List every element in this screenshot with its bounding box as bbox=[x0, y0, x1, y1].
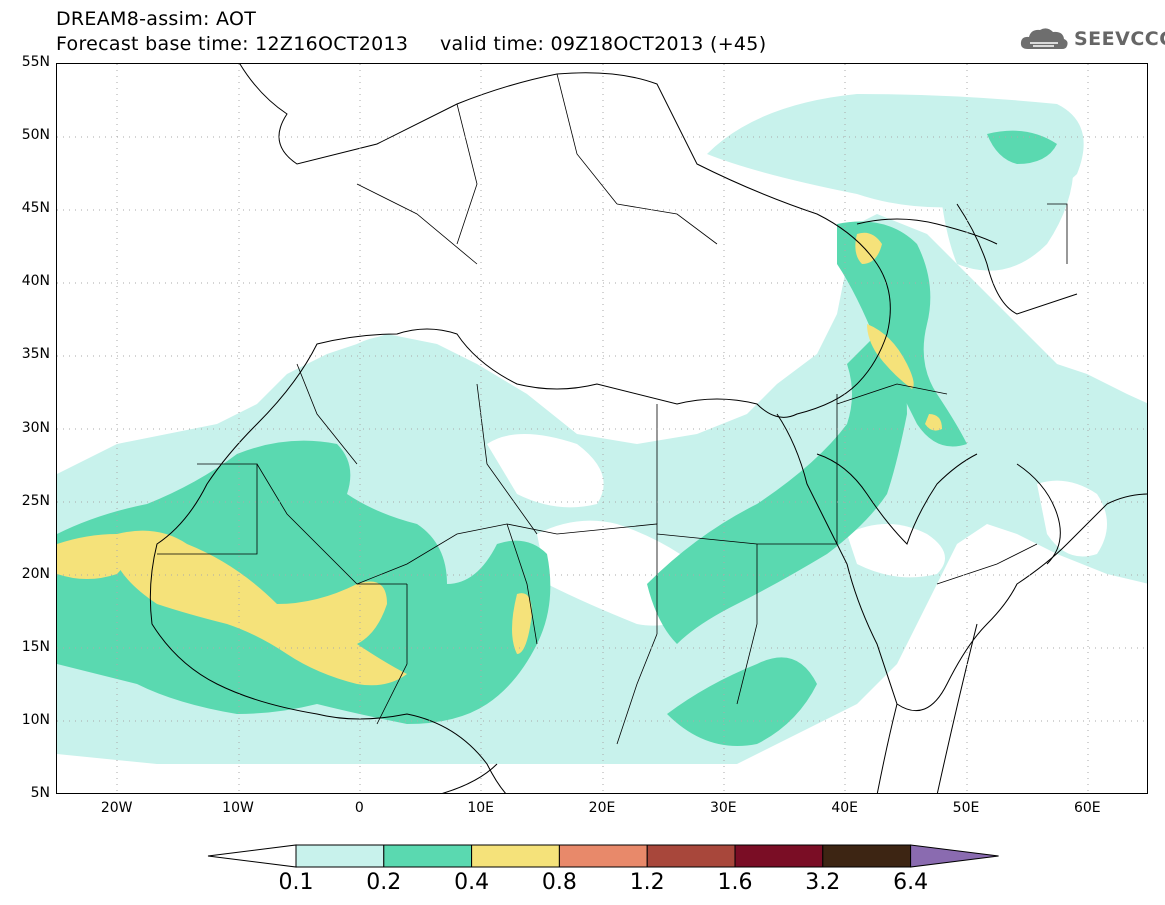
lon-label: 60E bbox=[1073, 800, 1101, 816]
colorbar-swatch bbox=[383, 844, 473, 868]
lat-label: 50N bbox=[21, 127, 50, 144]
lon-label: 0 bbox=[354, 800, 364, 816]
lat-label: 40N bbox=[21, 273, 50, 290]
colorbar-tick-label: 1.6 bbox=[717, 870, 753, 895]
seevccc-logo: SEEVCCC bbox=[1018, 24, 1165, 54]
lat-label: 55N bbox=[21, 54, 50, 70]
cloud-icon bbox=[1020, 28, 1068, 49]
aot-gap-regions bbox=[487, 434, 1107, 626]
lat-label: 35N bbox=[21, 346, 50, 363]
map-title: DREAM8-assim: AOT bbox=[56, 8, 257, 30]
lat-label: 45N bbox=[21, 200, 50, 217]
lon-label: 30E bbox=[709, 800, 737, 816]
lat-label: 30N bbox=[21, 419, 50, 436]
aot-level-0.4 bbox=[57, 232, 942, 686]
colorbar-tick-label: 0.1 bbox=[278, 870, 314, 895]
coastlines bbox=[149, 64, 1147, 793]
aot-level-0.2 bbox=[57, 130, 1057, 746]
lat-label: 20N bbox=[21, 565, 50, 582]
colorbar-swatch bbox=[558, 844, 648, 868]
colorbar-tick-label: 0.8 bbox=[541, 870, 577, 895]
colorbar-swatch bbox=[646, 844, 736, 868]
colorbar-swatch bbox=[471, 844, 560, 868]
lon-label: 20W bbox=[100, 800, 133, 816]
colorbar-max-arrow bbox=[910, 844, 999, 868]
grid-lines bbox=[57, 64, 1147, 793]
forecast-time-subtitle: Forecast base time: 12Z16OCT2013 valid t… bbox=[56, 33, 767, 55]
lat-label: 5N bbox=[30, 785, 50, 801]
colorbar-swatch bbox=[734, 844, 824, 868]
colorbar-tick-label: 3.2 bbox=[805, 870, 841, 895]
lat-label: 10N bbox=[21, 711, 50, 728]
colorbar-swatch bbox=[822, 844, 912, 868]
lat-label: 25N bbox=[21, 492, 50, 509]
lon-label: 50E bbox=[952, 800, 980, 816]
colorbar-tick-label: 0.4 bbox=[454, 870, 490, 895]
lat-label: 15N bbox=[21, 638, 50, 655]
lon-label: 40E bbox=[831, 800, 858, 816]
lon-label: 10E bbox=[467, 800, 494, 816]
country-borders bbox=[157, 73, 1068, 745]
colorbar-swatch bbox=[295, 844, 385, 868]
colorbar-tick-label: 1.2 bbox=[629, 870, 665, 895]
lon-label: 10W bbox=[222, 800, 254, 816]
map-plot-area bbox=[56, 63, 1148, 794]
colorbar-tick-label: 6.4 bbox=[893, 870, 929, 895]
lon-label: 20E bbox=[588, 800, 616, 816]
colorbar-tick-label: 0.2 bbox=[366, 870, 402, 895]
logo-text: SEEVCCC bbox=[1074, 28, 1165, 50]
colorbar-min-arrow bbox=[207, 844, 297, 868]
aot-map bbox=[57, 64, 1147, 793]
